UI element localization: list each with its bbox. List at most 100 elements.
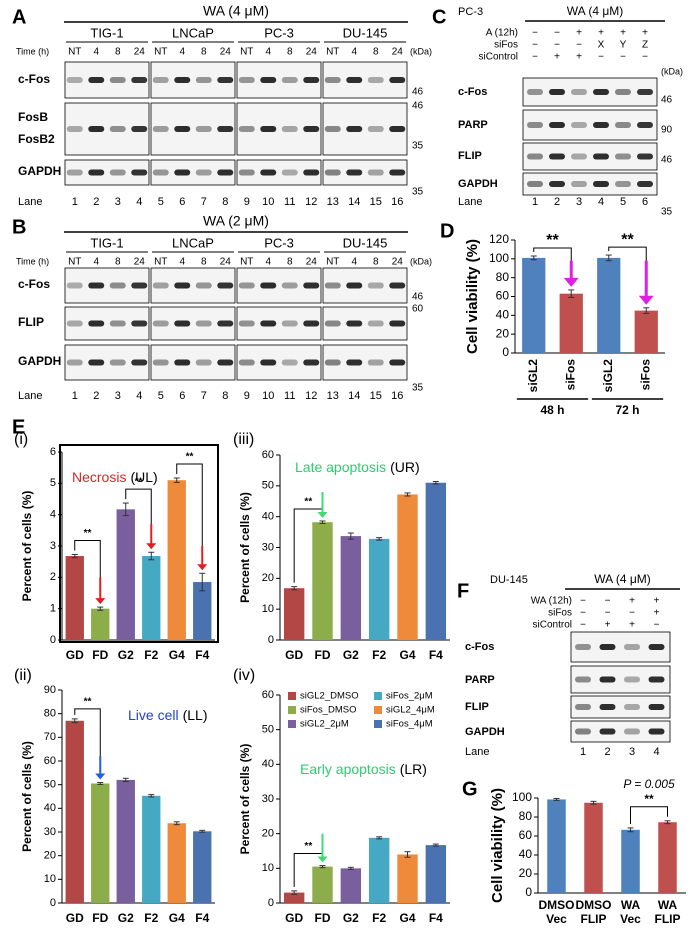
condition-label: siFos: [548, 608, 572, 619]
band: [260, 320, 277, 327]
time: 8: [201, 257, 207, 268]
legend-label: siGL2_4μM: [386, 705, 435, 716]
condition-mark: −: [654, 620, 660, 631]
bar: [312, 522, 333, 640]
time: 24: [134, 257, 146, 268]
y-tick-label: 90: [44, 684, 56, 696]
row-label: GAPDH: [465, 726, 505, 738]
band: [238, 320, 255, 327]
band: [575, 728, 591, 735]
bar: [167, 823, 186, 903]
band: [88, 282, 105, 289]
bar: [340, 868, 362, 903]
band: [389, 126, 406, 132]
time: 8: [373, 47, 379, 58]
lane-label: Lane: [18, 196, 42, 208]
lane: 2: [554, 196, 560, 208]
lane: 1: [72, 390, 78, 402]
y-tick-label: 100: [512, 790, 532, 804]
condition-mark: +: [629, 620, 635, 631]
cell-line: DU-145: [343, 235, 388, 250]
x-tick-label: WA: [621, 898, 641, 912]
legend-swatch: [374, 706, 382, 714]
treatment: WA (2 μM): [203, 213, 269, 229]
band: [66, 320, 83, 327]
condition-mark: −: [629, 608, 635, 619]
band: [66, 169, 83, 176]
lane: 7: [201, 390, 207, 402]
band: [66, 282, 83, 289]
time: NT: [68, 257, 81, 268]
arrow-head: [638, 295, 654, 305]
band: [367, 359, 384, 366]
band: [238, 77, 255, 83]
row-label: PARP: [465, 674, 495, 686]
band: [131, 282, 148, 289]
time-label: Time (h): [16, 46, 49, 56]
time: 24: [392, 257, 404, 268]
lane: 11: [284, 390, 295, 402]
band: [324, 169, 341, 176]
y-tick-label: 20: [262, 572, 274, 584]
x-tick-label: siGL2: [526, 359, 540, 393]
kda: (kDa): [410, 256, 432, 266]
x-tick-label: FD: [315, 648, 331, 662]
band: [195, 320, 212, 327]
blot: [570, 695, 671, 719]
band: [389, 169, 406, 176]
lane: 1: [532, 196, 538, 208]
bar: [621, 829, 640, 893]
lane-label: Lane: [18, 390, 42, 402]
x-tick-label: GD: [285, 911, 303, 925]
bar: [167, 480, 186, 640]
condition-mark: −: [605, 596, 611, 607]
x-tick-label: F4: [429, 648, 443, 662]
band: [238, 359, 255, 366]
condition-label: WA (12h): [531, 596, 572, 607]
time: 24: [392, 47, 404, 58]
band: [303, 359, 320, 366]
band: [527, 153, 543, 160]
lane: 14: [348, 390, 360, 402]
lane: 11: [284, 196, 295, 208]
band: [109, 126, 126, 132]
time: 8: [287, 47, 293, 58]
band: [281, 282, 298, 289]
lane: 2: [93, 196, 99, 208]
band: [593, 89, 609, 95]
bar: [425, 482, 447, 640]
band: [527, 181, 543, 187]
band: [324, 359, 341, 366]
bar: [312, 866, 333, 903]
band: [303, 126, 320, 132]
bar: [425, 845, 447, 903]
y-tick-label: 60: [519, 828, 533, 842]
band: [217, 126, 234, 132]
band: [238, 169, 255, 176]
band: [88, 359, 105, 366]
x-tick-label: siFos: [638, 359, 652, 391]
lane: 4: [136, 196, 142, 208]
legend-label: siFos_DMSO: [300, 705, 356, 716]
y-tick-label: 80: [496, 270, 510, 284]
lane: 6: [179, 196, 185, 208]
y-tick-label: 50: [262, 724, 274, 736]
band: [389, 359, 406, 366]
row-label: c-Fos: [458, 86, 487, 98]
time: 4: [265, 47, 271, 58]
y-tick-label: 5: [50, 477, 56, 489]
p-value: P = 0.005: [623, 777, 675, 791]
band: [648, 704, 665, 710]
band: [66, 126, 83, 132]
lane: 10: [262, 196, 274, 208]
lane: 13: [327, 196, 339, 208]
bar: [283, 588, 305, 640]
time: 4: [351, 47, 357, 58]
band: [303, 320, 320, 327]
band: [303, 169, 320, 176]
band: [303, 77, 320, 83]
band: [575, 644, 591, 650]
band: [88, 169, 105, 176]
significance-bracket: [74, 708, 101, 779]
